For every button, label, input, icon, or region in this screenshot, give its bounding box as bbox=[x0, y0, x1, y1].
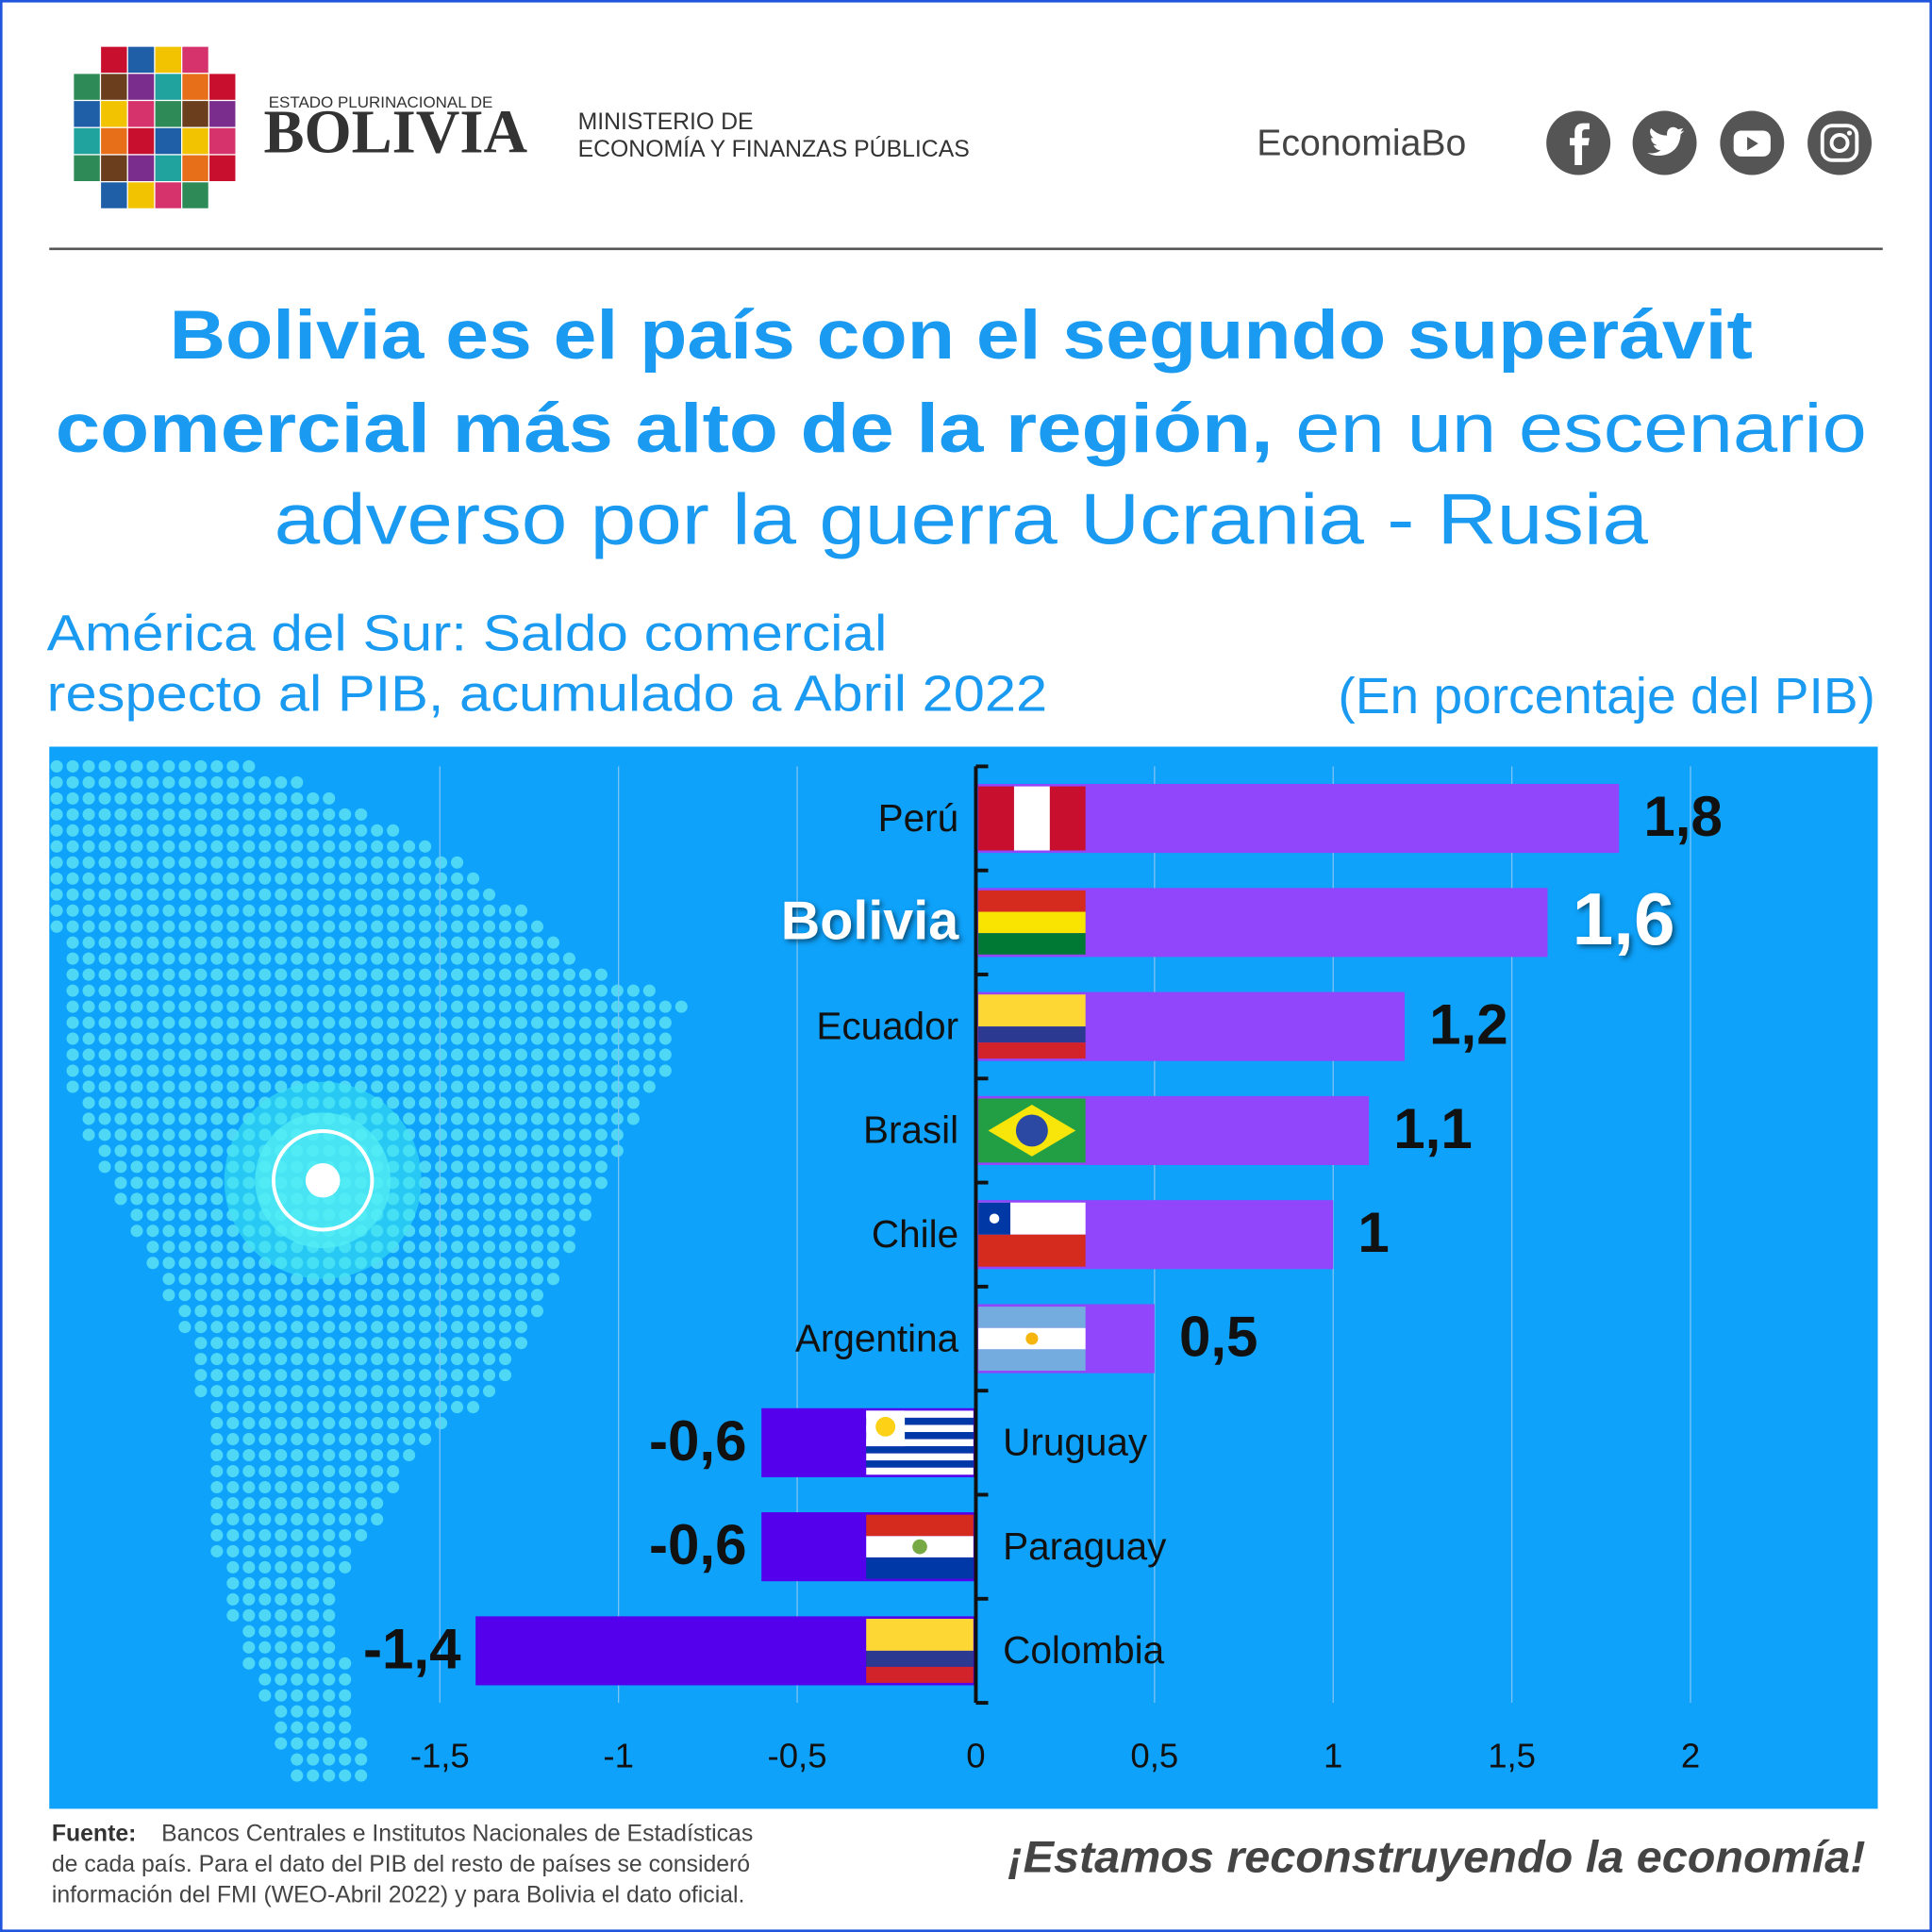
source-line2: de cada país. Para el dato del PIB del r… bbox=[52, 1852, 750, 1877]
x-tick-label: -0,5 bbox=[768, 1736, 827, 1774]
instagram-icon[interactable] bbox=[1807, 110, 1872, 175]
category-label: Uruguay bbox=[1003, 1421, 1148, 1464]
category-label-highlight: Bolivia bbox=[781, 891, 959, 952]
value-label: 1 bbox=[1357, 1201, 1389, 1264]
headline-line1: Bolivia es el país con el segundo superá… bbox=[170, 297, 1753, 374]
x-tick-label: 1 bbox=[1324, 1736, 1342, 1774]
value-label: 1,2 bbox=[1429, 993, 1508, 1057]
slogan: ¡Estamos reconstruyendo la economía! bbox=[1008, 1832, 1865, 1882]
value-label: 1,8 bbox=[1643, 785, 1723, 848]
subtitle-line2: respecto al PIB, acumulado a Abril 2022 bbox=[47, 666, 1048, 722]
flag bbox=[978, 994, 1086, 1059]
unit-label: (En porcentaje del PIB) bbox=[1338, 669, 1874, 724]
value-label: 1,1 bbox=[1393, 1097, 1473, 1160]
flag bbox=[978, 1098, 1086, 1163]
ministry-line1: MINISTERIO DE bbox=[578, 109, 754, 135]
plot: -1,5 -1 -0,5 0 0,5 1 1,5 2 Perú 1,8 Bolivia 1,6 Ecua… bbox=[363, 764, 1723, 1774]
source-label: Fuente: bbox=[52, 1821, 137, 1846]
category-label: Chile bbox=[872, 1212, 958, 1256]
handle: EconomiaBo bbox=[1257, 123, 1466, 163]
x-tick-label: -1,5 bbox=[410, 1736, 470, 1774]
x-tick-label: 0 bbox=[966, 1736, 985, 1774]
flag bbox=[978, 786, 1086, 851]
source-line3: información del FMI (WEO-Abril 2022) y p… bbox=[52, 1883, 745, 1908]
value-label: -1,4 bbox=[363, 1617, 461, 1680]
source-line1: Bancos Centrales e Institutos Nacionales… bbox=[161, 1821, 753, 1846]
x-tick-label: 1,5 bbox=[1488, 1736, 1536, 1774]
value-label: -0,6 bbox=[649, 1409, 747, 1473]
value-label: -0,6 bbox=[649, 1513, 747, 1576]
value-label: 0,5 bbox=[1179, 1306, 1258, 1369]
category-label: Argentina bbox=[795, 1316, 959, 1359]
category-label: Colombia bbox=[1003, 1628, 1164, 1672]
headline-line2: comercial más alto de la región, en un e… bbox=[56, 391, 1867, 467]
headline-line2-bold: comercial más alto de la región, bbox=[56, 391, 1274, 467]
x-tick-label: 2 bbox=[1681, 1736, 1700, 1774]
flag bbox=[978, 890, 1086, 955]
category-label: Ecuador bbox=[816, 1004, 958, 1047]
org-small: ESTADO PLURINACIONAL DE bbox=[269, 93, 493, 111]
headline-line3: adverso por la guerra Ucrania - Rusia bbox=[275, 479, 1649, 559]
flag bbox=[978, 1202, 1086, 1267]
flag bbox=[866, 1514, 974, 1579]
x-tick-label: -1 bbox=[603, 1736, 634, 1774]
flag bbox=[866, 1410, 974, 1475]
org-big: BOLIVIA bbox=[264, 98, 528, 166]
logo-mosaic bbox=[74, 46, 236, 208]
category-label: Brasil bbox=[863, 1108, 958, 1152]
headline-line2-rest: en un escenario bbox=[1295, 391, 1866, 467]
flag bbox=[978, 1307, 1086, 1371]
location-glow bbox=[224, 1081, 422, 1279]
subtitle-line1: América del Sur: Saldo comercial bbox=[47, 606, 888, 661]
category-label: Paraguay bbox=[1003, 1524, 1167, 1568]
value-label: 1,6 bbox=[1573, 877, 1675, 960]
category-label: Perú bbox=[878, 796, 958, 840]
x-tick-label: 0,5 bbox=[1130, 1736, 1178, 1774]
ministry-line2: ECONOMÍA Y FINANZAS PÚBLICAS bbox=[578, 137, 970, 162]
flag bbox=[866, 1618, 974, 1683]
social-icons bbox=[1546, 110, 1872, 175]
